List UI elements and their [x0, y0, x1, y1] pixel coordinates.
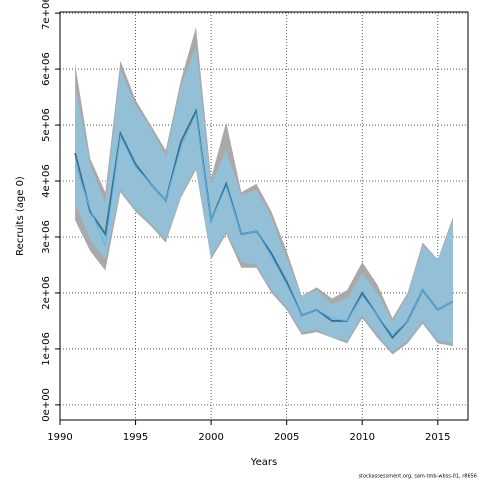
- y-tick-label: 0e+00: [41, 388, 52, 422]
- x-tick-label: 2000: [198, 432, 223, 443]
- y-tick-label: 6e+06: [41, 52, 52, 86]
- confidence-band: [75, 27, 453, 355]
- confidence-band: [75, 46, 453, 352]
- x-axis-label: Years: [250, 457, 277, 468]
- y-axis-label: Recruits (age 0): [15, 176, 26, 256]
- x-tick-label: 2010: [349, 432, 374, 443]
- y-tick-label: 1e+06: [41, 332, 52, 366]
- footnote: stockassessment.org, sam-tmb-wbss-01, r8…: [358, 474, 477, 480]
- y-tick-label: 4e+06: [41, 164, 52, 198]
- x-tick-label: 1995: [123, 432, 148, 443]
- x-tick-label: 2015: [425, 432, 450, 443]
- line: [74, 108, 454, 340]
- line: [74, 112, 454, 336]
- x-tick-label: 2005: [274, 432, 299, 443]
- plot-frame: [59, 11, 469, 421]
- y-tick-label: 5e+06: [41, 108, 52, 142]
- x-tick-label: 1990: [47, 432, 72, 443]
- y-tick-label: 3e+06: [41, 220, 52, 254]
- y-tick-label: 7e+06: [41, 0, 52, 30]
- y-tick-label: 2e+06: [41, 276, 52, 310]
